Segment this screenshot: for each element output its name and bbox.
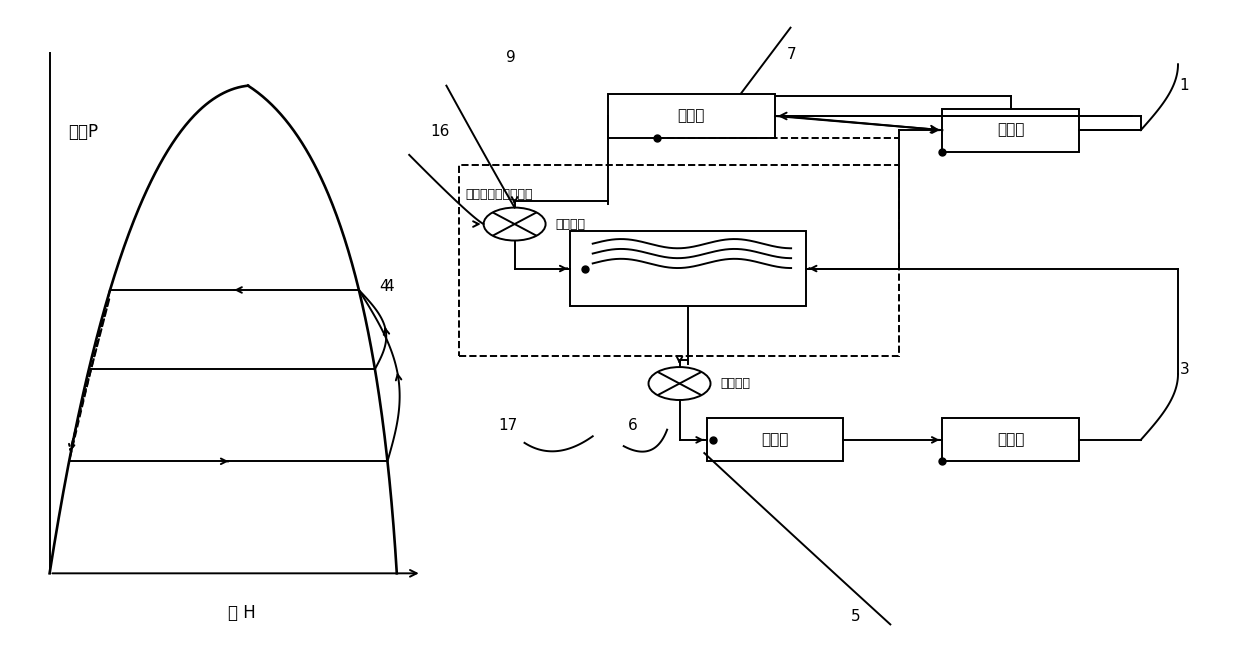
Circle shape — [484, 208, 546, 241]
Text: 17: 17 — [498, 418, 518, 432]
Text: 9: 9 — [506, 51, 516, 65]
Text: 7: 7 — [786, 47, 796, 61]
Text: 1: 1 — [1179, 78, 1189, 93]
Text: 压缩机: 压缩机 — [997, 123, 1024, 138]
Circle shape — [649, 367, 711, 400]
FancyBboxPatch shape — [570, 231, 806, 306]
Text: 压力P: 压力P — [68, 123, 98, 141]
FancyBboxPatch shape — [942, 109, 1079, 152]
Text: 16: 16 — [430, 125, 450, 139]
Text: 冷凝器: 冷凝器 — [677, 109, 706, 123]
Text: 4: 4 — [384, 279, 394, 294]
FancyBboxPatch shape — [942, 418, 1079, 461]
Text: 蕍发器: 蕍发器 — [761, 432, 789, 447]
Text: 节流装置: 节流装置 — [556, 217, 585, 231]
Text: 3: 3 — [1179, 362, 1189, 376]
FancyBboxPatch shape — [707, 418, 843, 461]
Text: 压缩机: 压缩机 — [997, 432, 1024, 447]
Text: 节流装置: 节流装置 — [720, 377, 750, 390]
FancyBboxPatch shape — [608, 94, 775, 138]
Text: 6: 6 — [627, 418, 637, 432]
Text: 4: 4 — [379, 279, 389, 294]
Text: 5: 5 — [851, 609, 861, 623]
Text: 闪蜆中间冷却器单元: 闪蜆中间冷却器单元 — [465, 188, 532, 201]
Text: 焚 H: 焚 H — [228, 604, 255, 622]
